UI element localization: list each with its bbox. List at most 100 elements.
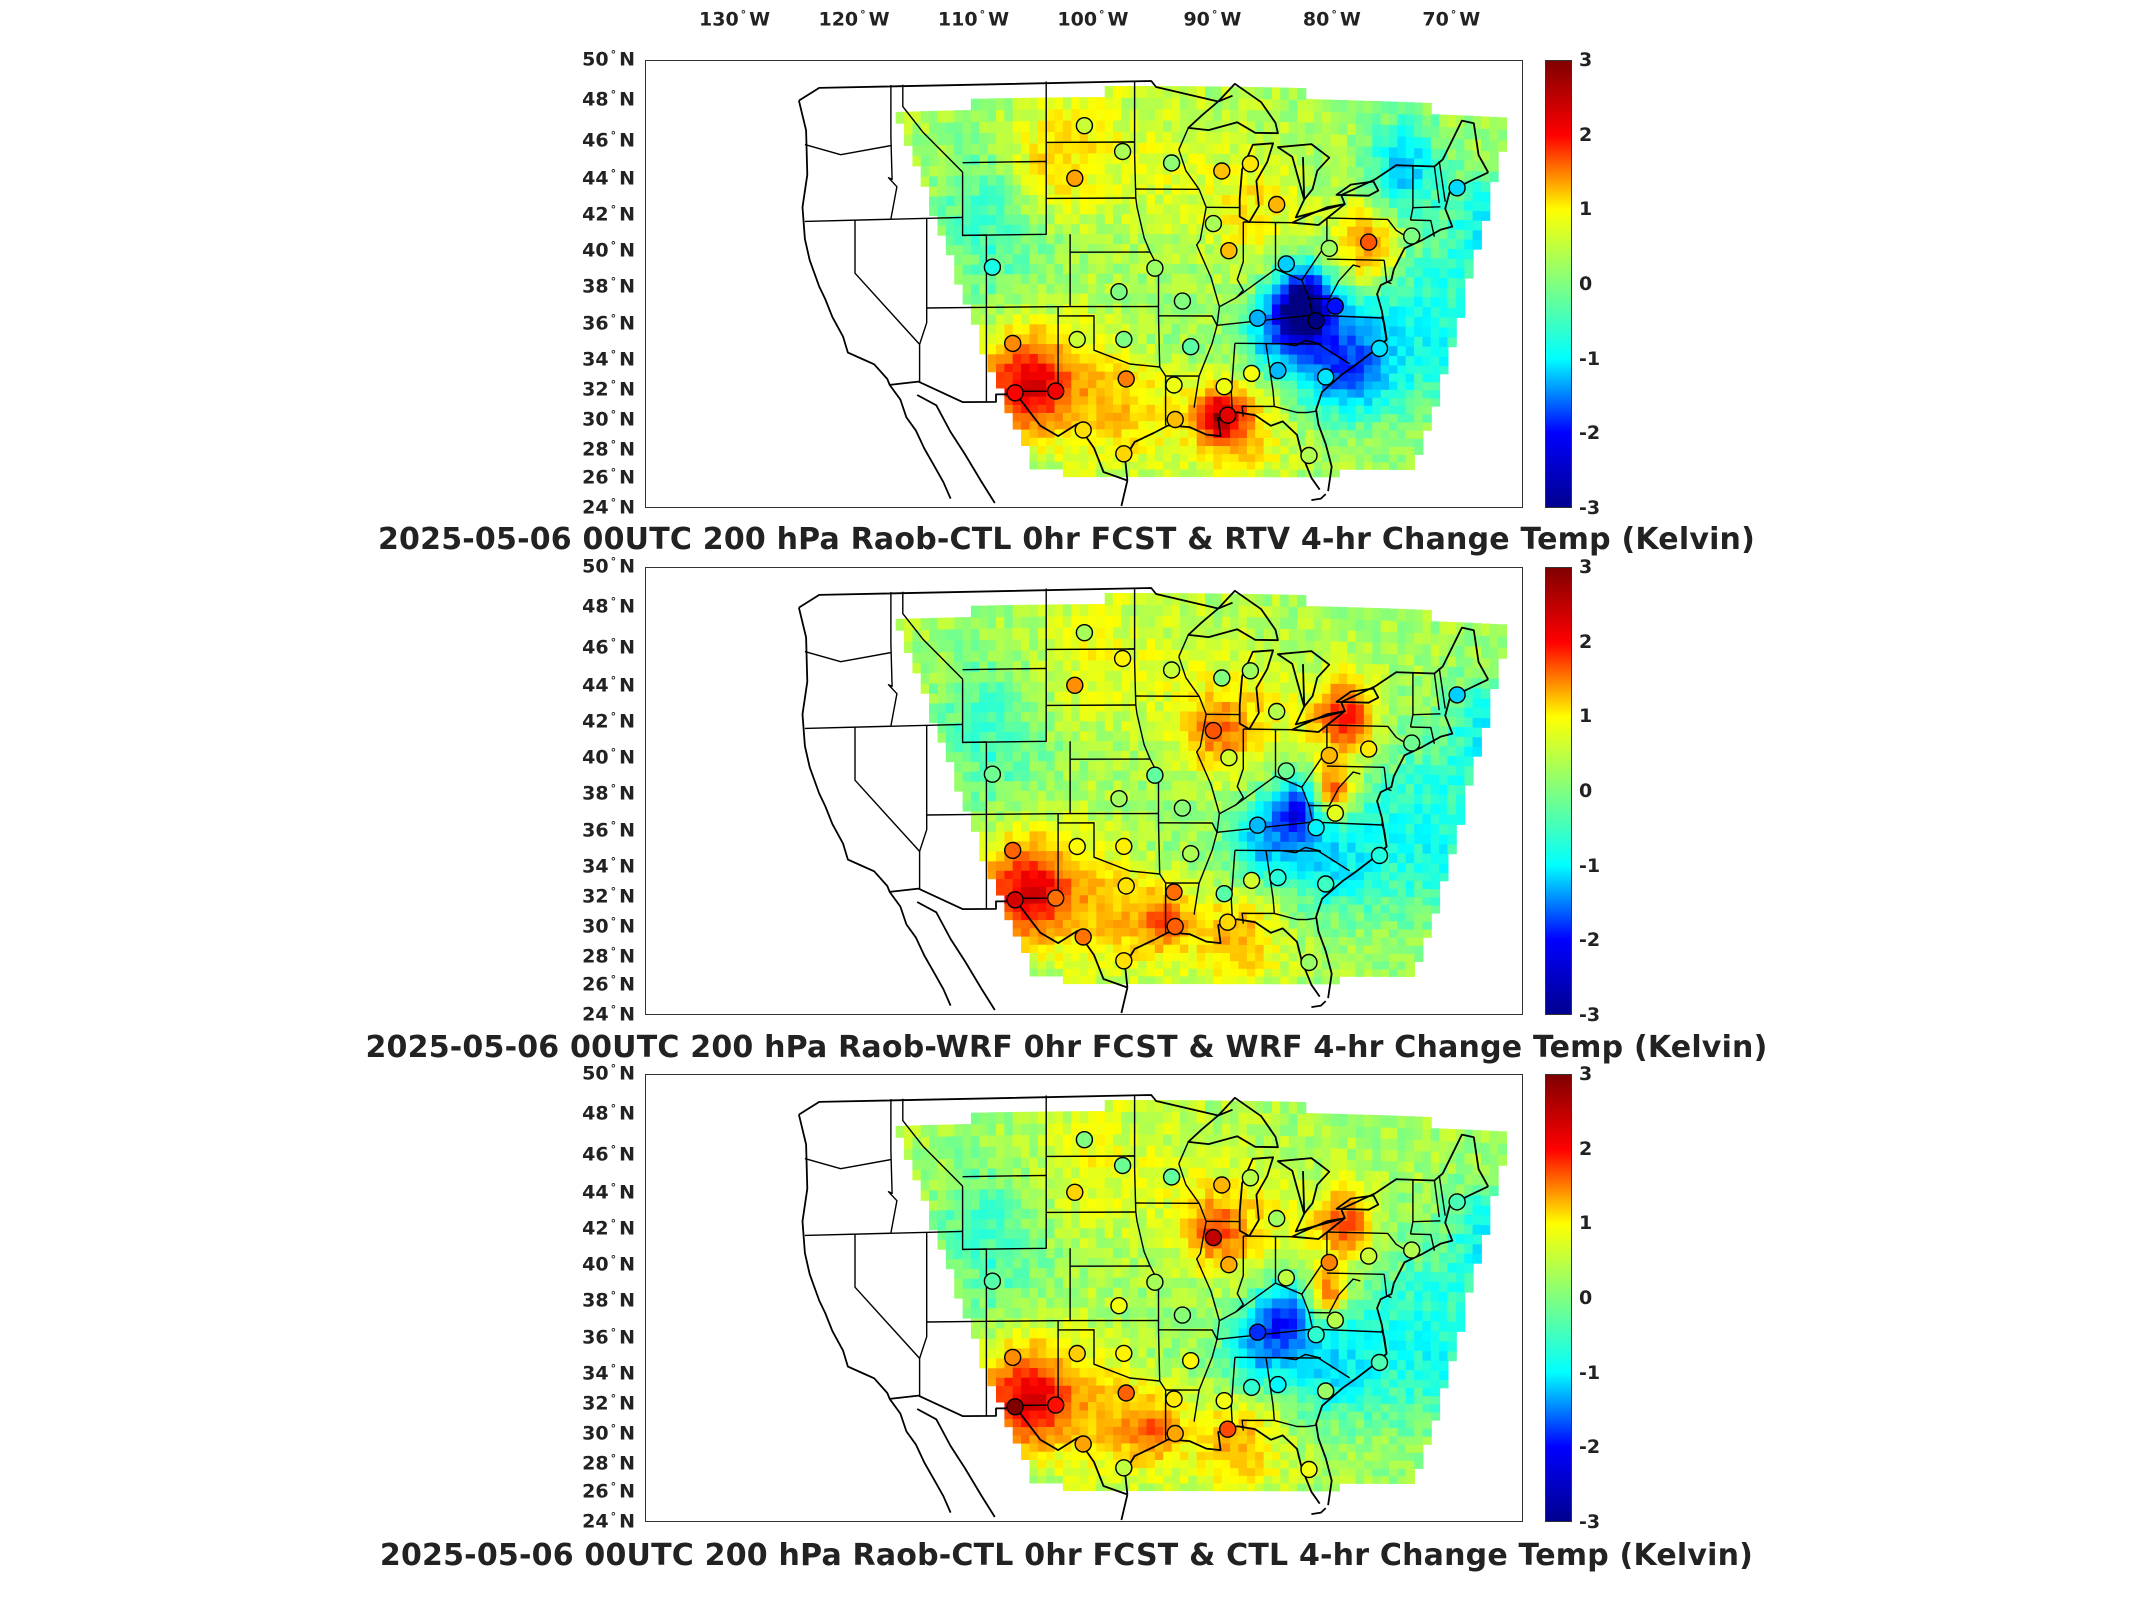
state-boundary — [1178, 1141, 1189, 1164]
raob-station-marker — [1268, 1209, 1286, 1228]
state-boundary — [1308, 1278, 1361, 1314]
state-boundary — [1410, 219, 1436, 237]
raob-station-marker — [1047, 889, 1065, 907]
raob-station-marker — [1075, 623, 1094, 642]
raob-station-marker — [1074, 421, 1092, 439]
state-boundary — [1243, 1235, 1293, 1238]
colorbar-tick-label: -1 — [1579, 1361, 1601, 1384]
state-boundary — [1274, 1419, 1317, 1428]
raob-station-marker — [1115, 837, 1133, 856]
raob-station-marker — [1317, 368, 1335, 386]
latitude-label: 40 ° N — [582, 1253, 635, 1276]
raob-station-marker — [1068, 330, 1086, 349]
longitude-label: 90 ° W — [1183, 8, 1242, 31]
raob-station-marker — [1162, 661, 1181, 679]
raob-station-marker — [1166, 410, 1184, 429]
coastline — [798, 100, 952, 499]
colorbar-tick-label: 1 — [1579, 705, 1593, 728]
latitude-label: 48 ° N — [582, 595, 635, 618]
latitude-label: 26 ° N — [582, 973, 635, 996]
colorbar-tick-label: 0 — [1579, 273, 1593, 295]
latitude-label: 30 ° N — [582, 408, 635, 431]
raob-station-marker — [1220, 748, 1238, 767]
state-boundary — [1243, 728, 1293, 731]
colorbar-tick-label: 2 — [1579, 630, 1593, 653]
state-boundary — [1281, 1353, 1322, 1361]
raob-station-marker — [1213, 1176, 1231, 1194]
state-boundary — [1433, 1180, 1440, 1218]
lake-outline — [1238, 1156, 1274, 1237]
panel-title: 2025-05-06 00UTC 200 hPa Raob-WRF 0hr FC… — [365, 1030, 1768, 1065]
raob-station-marker — [1326, 1311, 1344, 1329]
state-boundary — [1281, 846, 1322, 854]
colorbar-tick-label: -3 — [1579, 497, 1601, 519]
lake-outline — [1277, 650, 1331, 708]
raob-station-marker — [1403, 1241, 1421, 1259]
state-boundary — [1178, 149, 1200, 190]
state-boundary — [1312, 1328, 1382, 1333]
raob-station-marker — [1113, 142, 1132, 161]
latitude-label: 44 ° N — [582, 674, 635, 697]
raob-station-marker — [1277, 762, 1295, 780]
latitude-label: 30 ° N — [582, 1422, 635, 1445]
colorbar-tick-label: 0 — [1579, 1287, 1593, 1309]
colorbar-3 — [1545, 1074, 1572, 1522]
latitude-label: 46 ° N — [582, 1143, 635, 1166]
state-boundary — [1326, 1272, 1385, 1275]
state-boundary — [1193, 1203, 1221, 1422]
raob-station-marker — [1219, 1420, 1237, 1438]
raob-station-marker — [1269, 868, 1287, 887]
raob-station-marker — [1182, 845, 1200, 863]
raob-station-marker — [1320, 239, 1338, 258]
colorbar-tick-label: -3 — [1579, 1004, 1601, 1026]
latitude-label: 28 ° N — [582, 438, 635, 461]
lake-outline — [1277, 1157, 1331, 1215]
lake-outline — [1277, 143, 1331, 201]
colorbar-tick-label: -3 — [1579, 1511, 1601, 1533]
raob-station-marker — [1241, 1169, 1260, 1187]
raob-station-marker — [1115, 1459, 1133, 1477]
state-boundary — [918, 218, 928, 382]
raob-station-marker — [1006, 1398, 1024, 1416]
raob-station-marker — [1326, 297, 1344, 315]
raob-station-marker — [1146, 259, 1164, 277]
latitude-label: 40 ° N — [582, 239, 635, 262]
coastline — [1120, 1494, 1129, 1521]
state-boundary — [804, 143, 892, 156]
raob-station-marker — [1360, 1247, 1378, 1265]
state-boundary — [1383, 260, 1392, 285]
coastline — [1311, 493, 1327, 501]
raob-stations — [983, 116, 1466, 465]
state-boundary — [1243, 221, 1293, 224]
raob-station-marker — [1220, 1255, 1238, 1274]
coastline — [1294, 119, 1489, 219]
latitude-label: 42 ° N — [582, 710, 635, 733]
state-boundary — [1158, 1329, 1218, 1340]
state-boundary — [1219, 729, 1244, 815]
colorbar-tick-label: 2 — [1579, 123, 1593, 146]
coastline — [1311, 1507, 1327, 1515]
coastline — [1120, 987, 1129, 1014]
state-boundary — [1412, 206, 1441, 209]
lake-outline — [1335, 687, 1380, 704]
raob-station-marker — [1165, 376, 1183, 394]
latitude-label: 34 ° N — [582, 348, 635, 371]
latitude-label: 50 ° N — [582, 1062, 635, 1085]
state-boundary — [1178, 1163, 1200, 1204]
state-boundary — [804, 650, 892, 663]
state-boundary — [1410, 726, 1436, 744]
raob-station-marker — [1182, 1352, 1200, 1370]
raob-station-marker — [1215, 885, 1233, 903]
raob-station-marker — [1117, 1384, 1135, 1402]
coastline — [916, 394, 996, 504]
colorbar-tick-label: -1 — [1579, 854, 1601, 877]
raob-station-marker — [1307, 312, 1325, 330]
raob-station-marker — [1113, 1156, 1132, 1175]
raob-station-marker — [1047, 1396, 1065, 1414]
state-boundary — [902, 84, 964, 173]
colorbar-tick-label: -1 — [1579, 347, 1601, 370]
raob-station-marker — [1110, 282, 1128, 301]
raob-station-marker — [1269, 1375, 1287, 1394]
state-boundary — [986, 234, 1071, 308]
raob-station-marker — [1066, 1183, 1084, 1202]
